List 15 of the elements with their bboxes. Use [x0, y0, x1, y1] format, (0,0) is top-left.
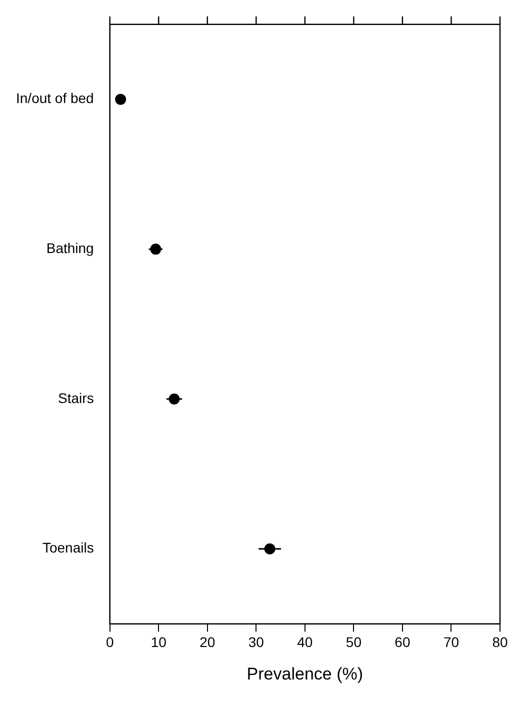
x-tick-label: 30: [248, 634, 264, 650]
x-tick-label: 60: [394, 634, 410, 650]
x-tick-label: 40: [297, 634, 313, 650]
x-tick-label: 10: [150, 634, 167, 650]
y-tick-label: Bathing: [46, 240, 94, 256]
x-axis-title: Prevalence (%): [246, 664, 364, 684]
y-tick-label: Toenails: [42, 540, 94, 556]
x-tick-label: 0: [106, 634, 114, 650]
point: [115, 94, 126, 105]
y-tick-label: Stairs: [58, 390, 94, 406]
y-tick-label: In/out of bed: [16, 90, 94, 106]
x-tick-label: 50: [346, 634, 362, 650]
x-tick-label: 70: [443, 634, 460, 650]
x-tick-label: 80: [492, 634, 508, 650]
x-tick-label: 20: [200, 634, 216, 650]
